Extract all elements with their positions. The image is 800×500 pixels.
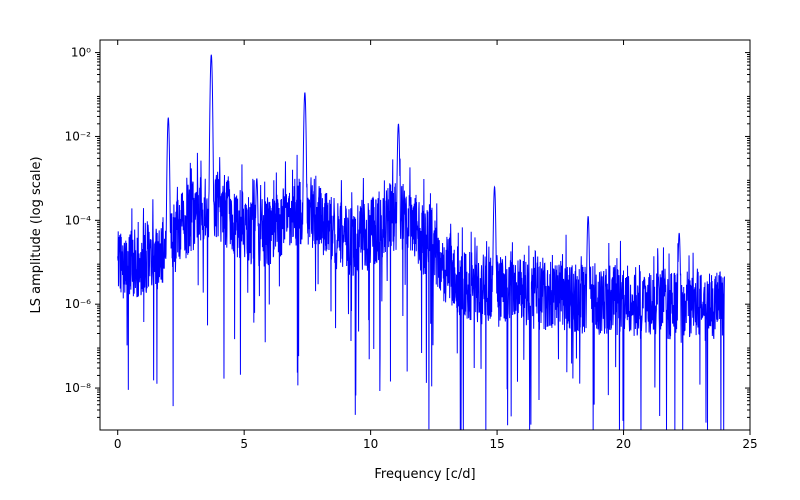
ytick-label: 10⁻⁴	[65, 213, 92, 227]
xtick-label: 5	[240, 437, 248, 451]
xtick-label: 0	[114, 437, 122, 451]
xtick-label: 10	[363, 437, 378, 451]
ytick-label: 10⁰	[71, 46, 91, 60]
ytick-label: 10⁻⁸	[65, 381, 92, 395]
xtick-label: 25	[742, 437, 757, 451]
ytick-label: 10⁻⁶	[65, 297, 92, 311]
ytick-label: 10⁻²	[65, 129, 92, 143]
xtick-label: 20	[616, 437, 631, 451]
chart-svg: 0 5 10 15 20 25 10⁻⁸ 10⁻⁶ 10⁻⁴ 10⁻² 10⁰ Frequency […	[0, 0, 800, 500]
y-axis-label: LS amplitude (log scale)	[29, 156, 44, 313]
periodogram-chart: 0 5 10 15 20 25 10⁻⁸ 10⁻⁶ 10⁻⁴ 10⁻² 10⁰ Frequency […	[0, 0, 800, 500]
xtick-label: 15	[489, 437, 504, 451]
x-axis-label: Frequency [c/d]	[374, 467, 475, 482]
